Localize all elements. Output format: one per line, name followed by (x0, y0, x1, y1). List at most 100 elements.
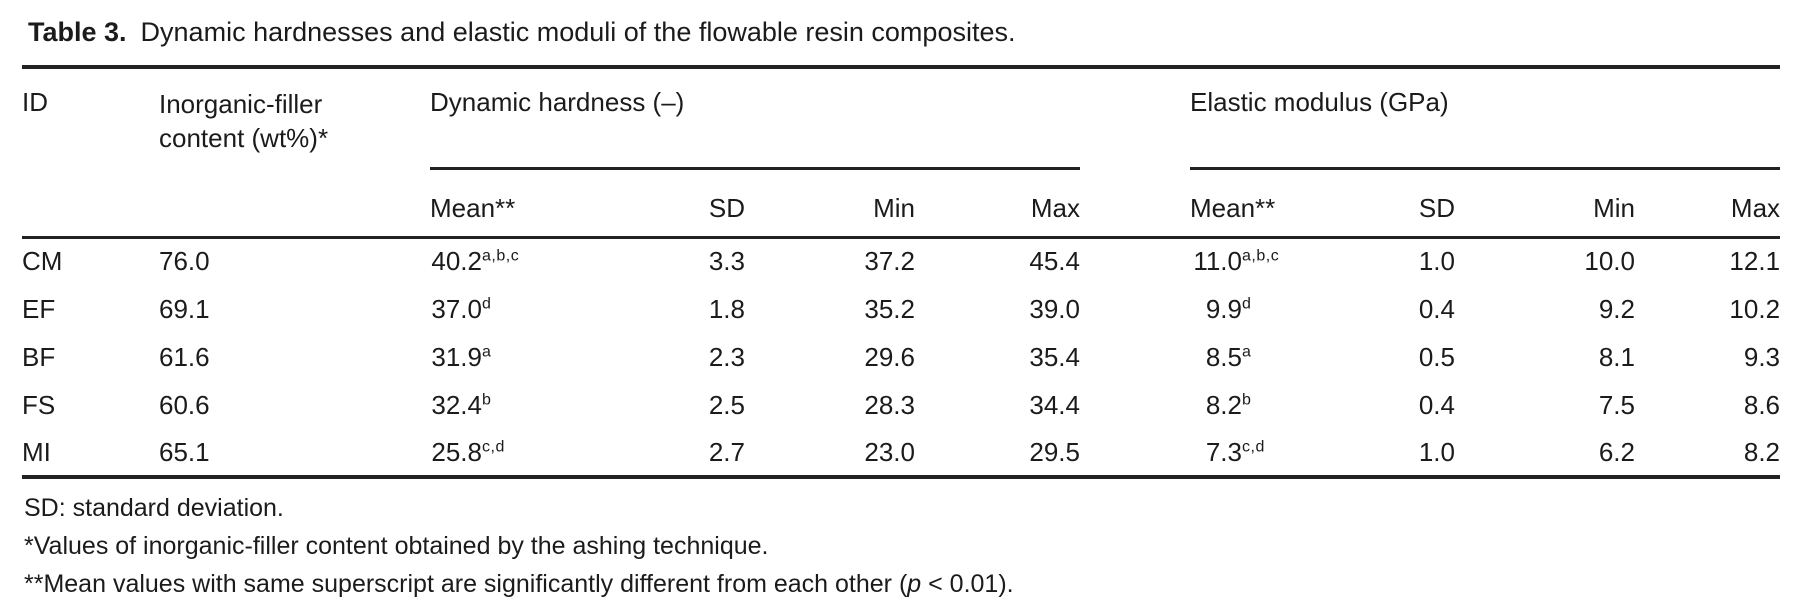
cell-em-min: 10.0 (1584, 246, 1635, 277)
header-dh-sd: SD (645, 168, 745, 239)
mean-value: 40.2 (431, 246, 482, 277)
cell-dh-mean: 31.9a (430, 333, 645, 381)
header-filler-content: Inorganic-filler content (wt%)* (159, 67, 430, 239)
table-row-fs: FS 60.6 32.4b 2.5 28.3 34.4 8.2b 0.4 7.5… (22, 381, 1780, 429)
cell-dh-min: 29.6 (864, 341, 915, 372)
header-row-groups: ID Inorganic-filler content (wt%)* Dynam… (22, 67, 1781, 239)
cell-dh-mean: 40.2a,b,c (430, 237, 645, 285)
cell-em-max: 12.1 (1729, 246, 1781, 277)
header-group-elastic-modulus: Elastic modulus (GPa) (1190, 67, 1781, 170)
footnote-asterisk: *Values of inorganic-filler content obta… (24, 532, 769, 560)
cell-dh-sd: 2.7 (708, 436, 745, 467)
significance-superscript: c,d (1242, 437, 1265, 455)
header-filler-line2: content (wt%)* (159, 123, 329, 153)
mean-value: 32.4 (431, 389, 482, 420)
mean-value: 9.9 (1205, 293, 1242, 324)
cell-dh-sd: 3.3 (708, 246, 745, 277)
cell-dh-min: 37.2 (864, 246, 915, 277)
mean-value: 31.9 (431, 341, 482, 372)
significance-superscript: b (1242, 390, 1252, 408)
mean-value: 8.5 (1205, 341, 1242, 372)
cell-dh-mean: 37.0d (430, 285, 645, 333)
cell-dh-sd: 2.3 (708, 341, 745, 372)
cell-em-sd: 0.4 (1418, 293, 1455, 324)
table-row-cm: CM 76.0 40.2a,b,c 3.3 37.2 45.4 11.0a,b,… (22, 237, 1780, 285)
cell-dh-min: 23.0 (864, 436, 915, 467)
header-dh-mean: Mean** (430, 168, 645, 239)
cell-id: BF (22, 341, 56, 372)
cell-em-min: 7.5 (1598, 389, 1635, 420)
table-row-bf: BF 61.6 31.9a 2.3 29.6 35.4 8.5a 0.5 8.1… (22, 333, 1780, 381)
footnote-double-asterisk: **Mean values with same superscript are … (24, 570, 1014, 598)
cell-dh-max: 29.5 (1029, 436, 1080, 467)
mean-value: 25.8 (431, 436, 482, 467)
mean-value: 8.2 (1205, 389, 1242, 420)
cell-em-sd: 1.0 (1418, 246, 1455, 277)
header-filler-line1: Inorganic-filler (159, 89, 323, 119)
cell-gap (1080, 237, 1190, 285)
mean-value: 37.0 (431, 293, 482, 324)
header-em-mean: Mean** (1190, 168, 1315, 239)
data-table: ID Inorganic-filler content (wt%)* Dynam… (22, 65, 1781, 479)
significance-superscript: c,d (482, 437, 505, 455)
table-caption-text: Dynamic hardnesses and elastic moduli of… (140, 17, 1016, 47)
cell-em-max: 10.2 (1729, 293, 1781, 324)
cell-em-mean: 8.2b (1190, 381, 1315, 429)
cell-dh-sd: 2.5 (708, 389, 745, 420)
cell-em-mean: 9.9d (1190, 285, 1315, 333)
cell-gap (1080, 333, 1190, 381)
cell-id: FS (22, 389, 56, 420)
cell-em-max: 9.3 (1743, 341, 1781, 372)
cell-em-min: 9.2 (1598, 293, 1635, 324)
cell-em-mean: 7.3c,d (1190, 429, 1315, 477)
significance-superscript: a (482, 342, 492, 360)
significance-superscript: a,b,c (1242, 247, 1280, 265)
significance-superscript: d (1242, 294, 1252, 312)
cell-em-mean: 11.0a,b,c (1190, 237, 1315, 285)
cell-em-min: 8.1 (1598, 341, 1635, 372)
footnote-sd: SD: standard deviation. (24, 494, 284, 522)
cell-dh-min: 35.2 (864, 293, 915, 324)
header-em-min: Min (1455, 168, 1635, 239)
header-em-max: Max (1635, 168, 1781, 239)
table-footnotes: SD: standard deviation. *Values of inorg… (24, 489, 1780, 603)
cell-em-sd: 0.4 (1418, 389, 1455, 420)
cell-dh-mean: 32.4b (430, 381, 645, 429)
cell-filler: 60.6 (159, 389, 210, 420)
cell-id: MI (22, 436, 51, 467)
table-row-ef: EF 69.1 37.0d 1.8 35.2 39.0 9.9d 0.4 9.2… (22, 285, 1780, 333)
cell-dh-max: 39.0 (1029, 293, 1080, 324)
cell-id: CM (22, 246, 63, 277)
cell-dh-sd: 1.8 (708, 293, 745, 324)
header-row-subcolumns: Mean** SD Min Max Mean** SD Min Max (22, 168, 1781, 239)
header-dh-min: Min (745, 168, 915, 239)
header-id: ID (22, 67, 159, 239)
significance-superscript: a,b,c (482, 247, 520, 265)
cell-filler: 76.0 (159, 246, 210, 277)
cell-dh-min: 28.3 (864, 389, 915, 420)
cell-dh-max: 45.4 (1029, 246, 1080, 277)
cell-gap (1080, 381, 1190, 429)
header-group-gap (1080, 67, 1190, 239)
cell-em-sd: 1.0 (1418, 436, 1455, 467)
cell-dh-max: 34.4 (1029, 389, 1080, 420)
cell-id: EF (22, 293, 56, 324)
cell-em-max: 8.2 (1743, 436, 1781, 467)
header-group-dynamic-hardness: Dynamic hardness (–) (430, 67, 1080, 170)
cell-em-max: 8.6 (1743, 389, 1781, 420)
cell-em-mean: 8.5a (1190, 333, 1315, 381)
mean-value: 11.0 (1193, 246, 1242, 277)
mean-value: 7.3 (1205, 436, 1242, 467)
cell-dh-mean: 25.8c,d (430, 429, 645, 477)
significance-superscript: b (482, 390, 492, 408)
cell-gap (1080, 429, 1190, 477)
cell-em-sd: 0.5 (1418, 341, 1455, 372)
cell-dh-max: 35.4 (1029, 341, 1080, 372)
cell-filler: 65.1 (159, 436, 210, 467)
cell-filler: 61.6 (159, 341, 210, 372)
cell-gap (1080, 285, 1190, 333)
table-caption-label: Table 3. (28, 17, 127, 47)
table-caption: Table 3. Dynamic hardnesses and elastic m… (28, 14, 1780, 50)
cell-filler: 69.1 (159, 293, 210, 324)
